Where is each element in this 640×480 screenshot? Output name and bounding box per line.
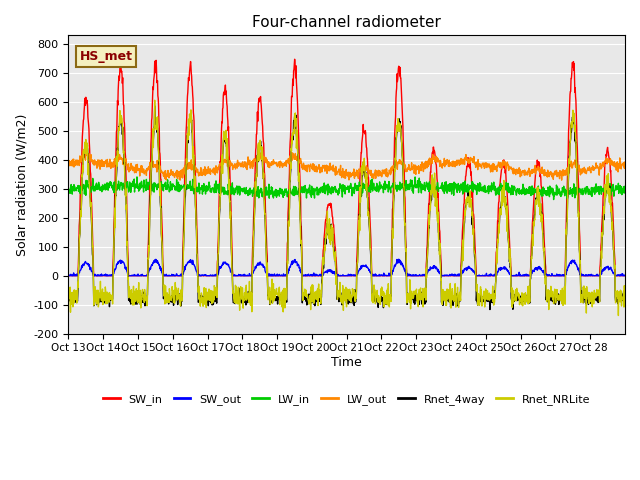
Rnet_NRLite — [449, 286, 456, 291]
LW_in — [133, 174, 141, 180]
LW_out — [317, 167, 324, 173]
LW_in — [550, 197, 557, 203]
SW_in — [586, 273, 593, 278]
Rnet_NRLite — [65, 306, 72, 312]
LW_out — [621, 159, 629, 165]
SW_in — [449, 273, 456, 278]
Line: SW_out: SW_out — [68, 259, 625, 276]
SW_in — [75, 244, 83, 250]
SW_out — [586, 272, 593, 278]
Rnet_NRLite — [349, 293, 357, 299]
Title: Four-channel radiometer: Four-channel radiometer — [252, 15, 441, 30]
SW_out — [164, 273, 172, 278]
SW_out — [65, 273, 72, 278]
LW_out — [79, 148, 86, 154]
LW_out — [586, 167, 594, 172]
LW_out — [164, 169, 172, 175]
Rnet_NRLite — [586, 292, 593, 298]
SW_out — [316, 271, 324, 277]
Line: Rnet_4way: Rnet_4way — [68, 106, 625, 310]
Text: HS_met: HS_met — [79, 50, 132, 63]
Rnet_4way — [621, 290, 629, 296]
Rnet_NRLite — [151, 97, 159, 103]
LW_in — [164, 182, 172, 188]
Rnet_NRLite — [164, 295, 172, 301]
Rnet_4way — [486, 307, 494, 312]
X-axis label: Time: Time — [332, 356, 362, 369]
LW_out — [75, 160, 83, 166]
Line: LW_out: LW_out — [68, 151, 625, 180]
Rnet_4way — [317, 292, 324, 298]
Rnet_NRLite — [621, 293, 629, 299]
LW_out — [449, 158, 456, 164]
Rnet_4way — [349, 301, 357, 307]
Rnet_NRLite — [317, 292, 324, 298]
SW_out — [621, 273, 629, 278]
Rnet_4way — [151, 103, 159, 108]
Legend: SW_in, SW_out, LW_in, LW_out, Rnet_4way, Rnet_NRLite: SW_in, SW_out, LW_in, LW_out, Rnet_4way,… — [99, 390, 595, 409]
LW_in — [317, 190, 324, 196]
Rnet_NRLite — [614, 312, 622, 318]
LW_in — [621, 190, 629, 196]
LW_out — [65, 160, 72, 166]
SW_out — [75, 270, 83, 276]
Rnet_4way — [586, 300, 594, 306]
SW_in — [291, 56, 298, 62]
Rnet_4way — [449, 296, 456, 301]
Rnet_4way — [65, 295, 72, 301]
Rnet_4way — [75, 260, 83, 266]
LW_in — [349, 186, 357, 192]
Line: Rnet_NRLite: Rnet_NRLite — [68, 100, 625, 315]
LW_in — [75, 183, 83, 189]
SW_in — [621, 273, 629, 278]
Y-axis label: Solar radiation (W/m2): Solar radiation (W/m2) — [15, 113, 28, 256]
LW_out — [558, 177, 566, 183]
LW_in — [65, 184, 72, 190]
SW_out — [449, 272, 456, 278]
LW_out — [349, 171, 357, 177]
SW_in — [65, 273, 72, 278]
SW_out — [395, 256, 403, 262]
SW_in — [317, 273, 324, 278]
Line: LW_in: LW_in — [68, 177, 625, 200]
SW_in — [164, 273, 172, 278]
Rnet_NRLite — [75, 259, 83, 264]
LW_in — [449, 181, 456, 187]
LW_in — [586, 189, 594, 195]
Line: SW_in: SW_in — [68, 59, 625, 276]
SW_in — [349, 273, 357, 278]
Rnet_4way — [164, 299, 172, 304]
SW_out — [349, 273, 357, 278]
